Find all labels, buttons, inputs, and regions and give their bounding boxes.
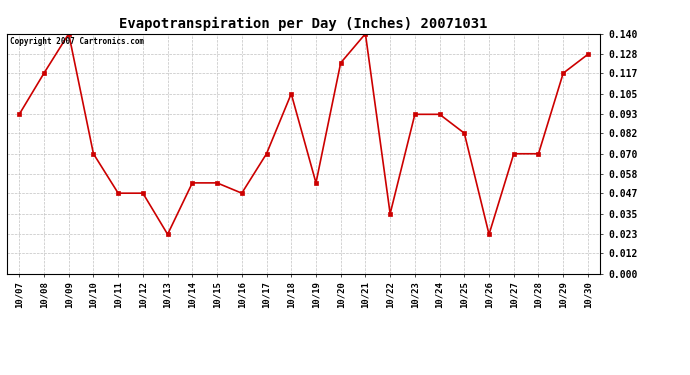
Text: Copyright 2007 Cartronics.com: Copyright 2007 Cartronics.com [10,38,144,46]
Title: Evapotranspiration per Day (Inches) 20071031: Evapotranspiration per Day (Inches) 2007… [119,17,488,31]
